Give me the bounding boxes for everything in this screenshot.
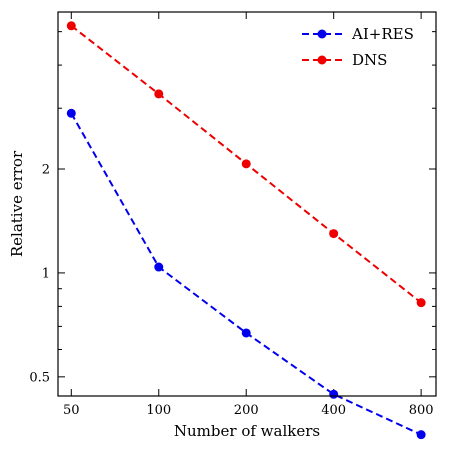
legend-label: AI+RES	[351, 25, 414, 43]
data-point	[329, 229, 339, 239]
x-axis-label: Number of walkers	[174, 422, 320, 440]
data-point	[241, 159, 251, 169]
legend-label: DNS	[352, 51, 387, 69]
x-tick-label: 200	[234, 403, 259, 418]
plot-frame	[57, 11, 437, 397]
y-tick-label: 1	[42, 266, 50, 281]
data-point	[416, 298, 426, 308]
data-point	[66, 21, 76, 31]
legend-entry: AI+RES	[302, 25, 414, 43]
legend-marker	[317, 29, 327, 39]
x-tick-label: 50	[63, 403, 80, 418]
data-point	[154, 89, 164, 99]
data-point	[154, 262, 164, 272]
data-point	[241, 328, 251, 338]
x-tick-label: 800	[409, 403, 434, 418]
legend-entry: DNS	[302, 51, 387, 69]
legend-marker	[317, 55, 327, 65]
y-axis-label: Relative error	[8, 150, 26, 257]
y-tick-label: 0.5	[29, 370, 50, 385]
legend: AI+RES DNS	[302, 25, 414, 69]
tick-labels: 50 100 200 400 800 0.5 1 2	[29, 163, 433, 418]
data-point	[416, 430, 426, 440]
data-point	[329, 389, 339, 399]
x-tick-label: 100	[146, 403, 171, 418]
y-tick-label: 2	[42, 163, 50, 178]
tick-marks	[58, 12, 436, 396]
series-dns	[66, 21, 426, 308]
data-point	[66, 108, 76, 118]
x-tick-label: 400	[321, 403, 346, 418]
series-layer	[66, 21, 426, 440]
